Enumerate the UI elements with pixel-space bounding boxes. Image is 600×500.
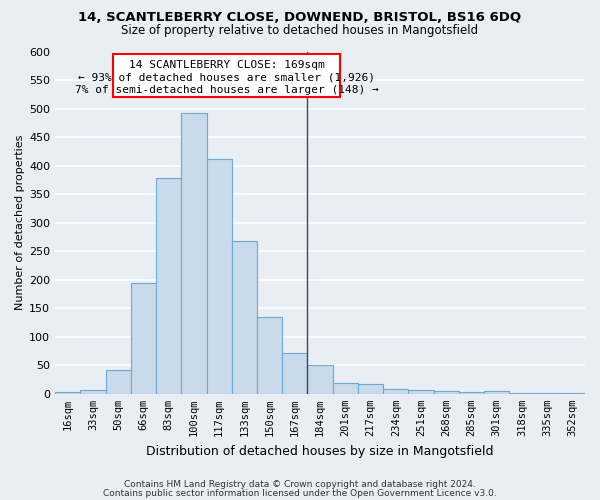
Text: Contains public sector information licensed under the Open Government Licence v3: Contains public sector information licen…	[103, 489, 497, 498]
Bar	[459, 392, 484, 394]
Bar	[113, 54, 340, 97]
Bar	[80, 390, 106, 394]
Text: ← 93% of detached houses are smaller (1,926): ← 93% of detached houses are smaller (1,…	[78, 72, 375, 83]
Bar	[307, 364, 332, 394]
X-axis label: Distribution of detached houses by size in Mangotsfield: Distribution of detached houses by size …	[146, 444, 494, 458]
Bar	[358, 384, 383, 394]
Bar	[332, 383, 358, 394]
Bar	[156, 178, 181, 394]
Bar	[409, 390, 434, 394]
Text: 14 SCANTLEBERRY CLOSE: 169sqm: 14 SCANTLEBERRY CLOSE: 169sqm	[129, 60, 325, 70]
Bar	[106, 370, 131, 394]
Bar	[282, 352, 307, 394]
Bar	[383, 388, 409, 394]
Bar	[232, 242, 257, 394]
Bar	[535, 393, 560, 394]
Bar	[181, 112, 206, 394]
Text: Size of property relative to detached houses in Mangotsfield: Size of property relative to detached ho…	[121, 24, 479, 37]
Bar	[509, 392, 535, 394]
Bar	[206, 159, 232, 394]
Y-axis label: Number of detached properties: Number of detached properties	[15, 135, 25, 310]
Text: 14, SCANTLEBERRY CLOSE, DOWNEND, BRISTOL, BS16 6DQ: 14, SCANTLEBERRY CLOSE, DOWNEND, BRISTOL…	[79, 11, 521, 24]
Bar	[131, 282, 156, 394]
Text: Contains HM Land Registry data © Crown copyright and database right 2024.: Contains HM Land Registry data © Crown c…	[124, 480, 476, 489]
Text: 7% of semi-detached houses are larger (148) →: 7% of semi-detached houses are larger (1…	[75, 86, 379, 96]
Bar	[484, 391, 509, 394]
Bar	[257, 317, 282, 394]
Bar	[55, 392, 80, 394]
Bar	[560, 392, 585, 394]
Bar	[434, 391, 459, 394]
